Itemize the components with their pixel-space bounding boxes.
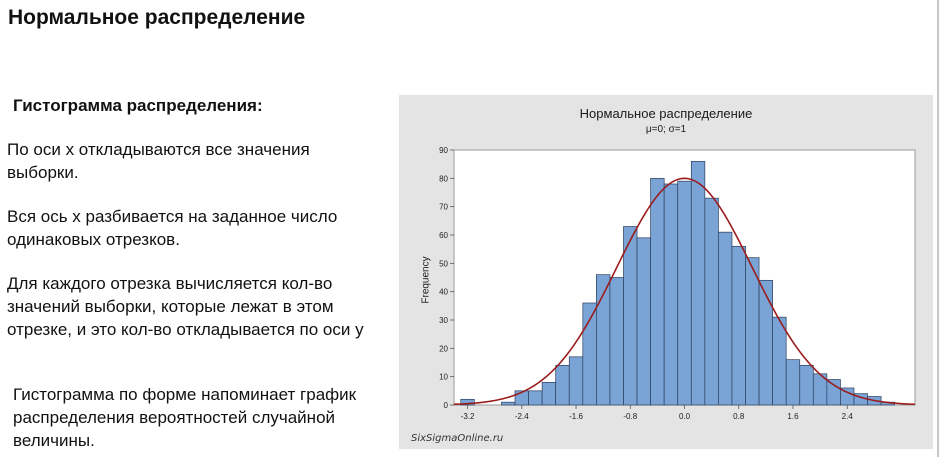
histogram-bar <box>650 177 665 406</box>
histogram-bar <box>582 302 597 406</box>
y-tick-label: 70 <box>439 203 448 212</box>
histogram-bar <box>663 183 679 406</box>
chart-subtitle: μ=0; σ=1 <box>645 124 687 135</box>
y-tick-label: 80 <box>439 174 448 183</box>
histogram-bar <box>758 279 773 406</box>
histogram-bars <box>460 160 896 406</box>
histogram-bar <box>568 356 584 406</box>
y-tick-label: 0 <box>444 401 449 410</box>
chart-title: Нормальное распределение <box>579 106 753 121</box>
histogram-bar <box>799 364 814 406</box>
histogram-bar <box>677 180 692 406</box>
histogram-bar <box>690 160 706 406</box>
paragraph-shape: Гистограмма по форме напоминает график р… <box>13 385 357 450</box>
histogram-bar <box>731 245 746 406</box>
y-tick-label: 10 <box>439 373 448 382</box>
slide-edge-divider <box>937 0 939 457</box>
histogram-bar <box>609 277 624 406</box>
histogram-bar <box>772 316 787 406</box>
x-axis-ticks: -3.2 -2.4 -1.6 -0.8 0.0 0.8 1.6 2.4 <box>461 405 854 421</box>
y-tick-label: 90 <box>439 146 448 155</box>
paragraph-axis-x: По оси х откладываются все значения выбо… <box>7 140 310 182</box>
histogram-bar <box>501 401 516 406</box>
x-tick-label: 1.6 <box>787 412 799 421</box>
watermark: SixSigmaOnline.ru <box>411 433 504 444</box>
y-axis-ticks: 0 10 20 30 40 50 60 70 80 90 <box>439 146 454 410</box>
histogram-bar <box>636 237 651 406</box>
histogram-bar <box>704 197 719 406</box>
x-tick-label: -3.2 <box>461 412 475 421</box>
y-tick-label: 40 <box>439 288 448 297</box>
histogram-bar <box>826 379 841 406</box>
y-tick-label: 20 <box>439 344 448 353</box>
y-tick-label: 30 <box>439 316 448 325</box>
histogram-bar <box>528 390 543 406</box>
histogram-bar <box>785 359 801 406</box>
slide-title: Нормальное распределение <box>8 6 306 29</box>
x-tick-label: -0.8 <box>623 412 637 421</box>
histogram-subheading: Гистограмма распределения: <box>13 96 263 115</box>
x-tick-label: -1.6 <box>569 412 583 421</box>
histogram-bar <box>623 226 638 406</box>
paragraph-counts: Для каждого отрезка вычисляется кол-во з… <box>7 274 364 339</box>
histogram-bar <box>718 231 733 406</box>
x-tick-label: 2.4 <box>842 412 854 421</box>
x-tick-label: -2.4 <box>515 412 529 421</box>
normal-fit-curve <box>453 177 916 406</box>
histogram-figure: Нормальное распределение μ=0; σ=1 Freque… <box>399 95 933 449</box>
x-tick-label: 0.0 <box>679 412 691 421</box>
histogram-chart: 0 10 20 30 40 50 60 70 80 90 -3.2 -2.4 -1.6 -0.8 0.0 0… <box>439 146 916 421</box>
y-tick-label: 50 <box>439 259 448 268</box>
histogram-bar <box>555 364 570 406</box>
histogram-bar <box>541 381 557 406</box>
histogram-bar <box>745 257 760 406</box>
x-tick-label: 0.8 <box>733 412 745 421</box>
y-tick-label: 60 <box>439 231 448 240</box>
paragraph-bins: Вся ось х разбивается на заданное число … <box>7 207 338 249</box>
